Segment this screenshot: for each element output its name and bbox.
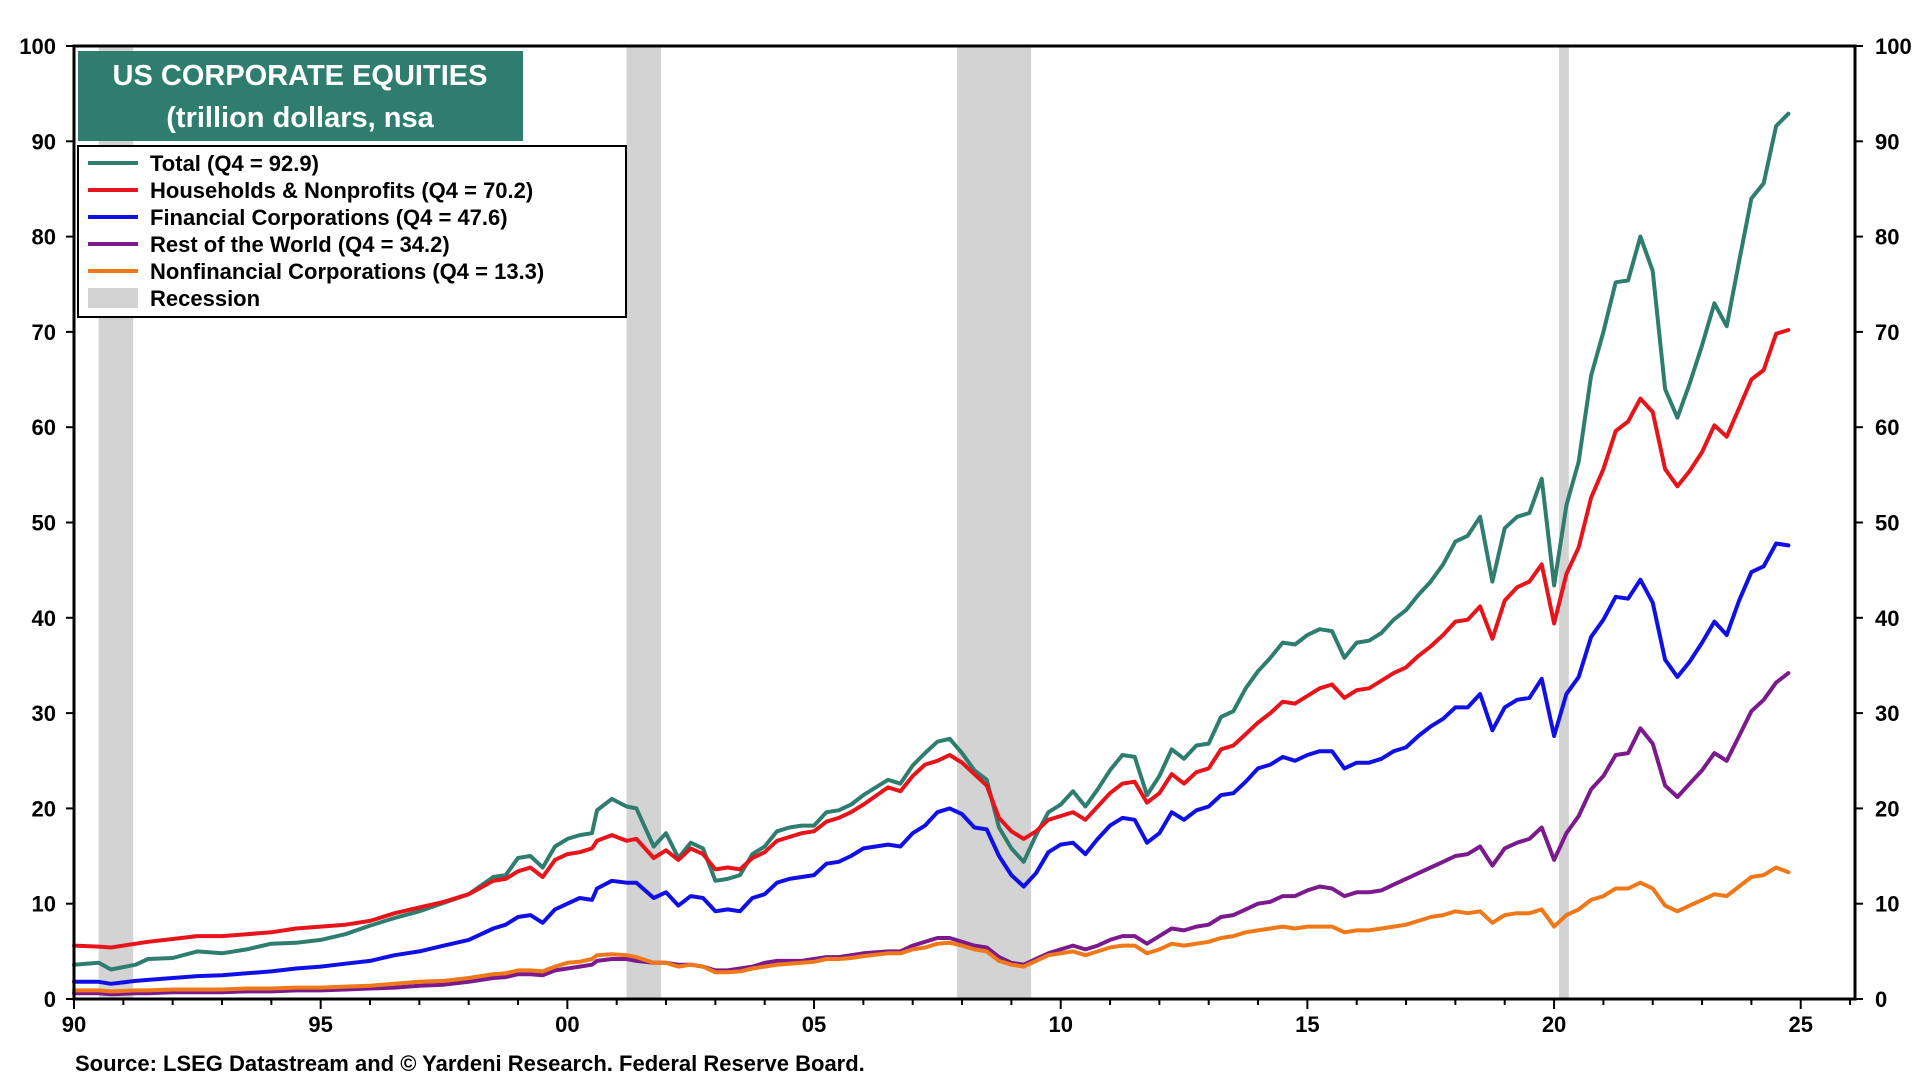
plot-frame xyxy=(72,44,1857,1001)
y-tick-label-right-0: 0 xyxy=(1875,987,1887,1012)
series-lines xyxy=(72,111,1791,997)
y-tick-label-right-30: 30 xyxy=(1875,701,1899,726)
y-tick-label-left-50: 50 xyxy=(32,511,56,536)
legend-label-1: Total (Q4 = 92.9) xyxy=(150,151,319,176)
recession-band-3 xyxy=(957,46,1032,999)
x-tick-label-15: 15 xyxy=(1295,1012,1319,1037)
y-tick-label-left-60: 60 xyxy=(32,415,56,440)
title-background xyxy=(78,51,523,141)
legend-label-4: Rest of the World (Q4 = 34.2) xyxy=(150,232,450,257)
y-tick-label-left-0: 0 xyxy=(44,987,56,1012)
title-box: US CORPORATE EQUITIES (trillion dollars,… xyxy=(78,51,523,141)
chart-title: US CORPORATE EQUITIES xyxy=(113,60,488,92)
legend-frame xyxy=(77,145,627,318)
y-tick-label-right-20: 20 xyxy=(1875,796,1899,821)
x-tick-label-95: 95 xyxy=(308,1012,332,1037)
y-tick-label-left-70: 70 xyxy=(32,320,56,345)
y-tick-label-right-90: 90 xyxy=(1875,129,1899,154)
y-tick-label-right-50: 50 xyxy=(1875,511,1899,536)
y-tick-label-left-80: 80 xyxy=(32,225,56,250)
y-tick-label-left-10: 10 xyxy=(32,892,56,917)
legend-swatch-6 xyxy=(88,288,138,308)
legend: Total (Q4 = 92.9)Households & Nonprofits… xyxy=(77,145,627,318)
y-tick-label-left-20: 20 xyxy=(32,796,56,821)
y-tick-label-left-100: 100 xyxy=(19,34,56,59)
legend-label-5: Nonfinancial Corporations (Q4 = 13.3) xyxy=(150,259,544,284)
series-line-nonfinancial-corporations xyxy=(72,865,1791,994)
y-tick-label-right-80: 80 xyxy=(1875,225,1899,250)
series-line-households-nonprofits xyxy=(72,328,1791,950)
x-tick-label-20: 20 xyxy=(1542,1012,1566,1037)
x-tick-label-25: 25 xyxy=(1788,1012,1812,1037)
y-tick-label-right-40: 40 xyxy=(1875,606,1899,631)
x-tick-label-00: 00 xyxy=(555,1012,579,1037)
chart-subtitle: (trillion dollars, nsa xyxy=(166,102,434,134)
legend-label-3: Financial Corporations (Q4 = 47.6) xyxy=(150,205,508,230)
x-tick-label-05: 05 xyxy=(802,1012,826,1037)
y-tick-label-right-60: 60 xyxy=(1875,415,1899,440)
y-tick-label-right-10: 10 xyxy=(1875,892,1899,917)
y-tick-label-right-70: 70 xyxy=(1875,320,1899,345)
y-tick-label-left-30: 30 xyxy=(32,701,56,726)
series-line-financial-corporations xyxy=(72,541,1791,986)
legend-label-6: Recession xyxy=(150,286,260,311)
legend-label-2: Households & Nonprofits (Q4 = 70.2) xyxy=(150,178,533,203)
y-tick-label-left-90: 90 xyxy=(32,129,56,154)
source-note: Source: LSEG Datastream and © Yardeni Re… xyxy=(75,1051,865,1076)
x-tick-label-10: 10 xyxy=(1048,1012,1072,1037)
y-tick-label-left-40: 40 xyxy=(32,606,56,631)
x-tick-label-90: 90 xyxy=(62,1012,86,1037)
y-tick-label-right-100: 100 xyxy=(1875,34,1912,59)
series-line-total xyxy=(72,111,1791,972)
